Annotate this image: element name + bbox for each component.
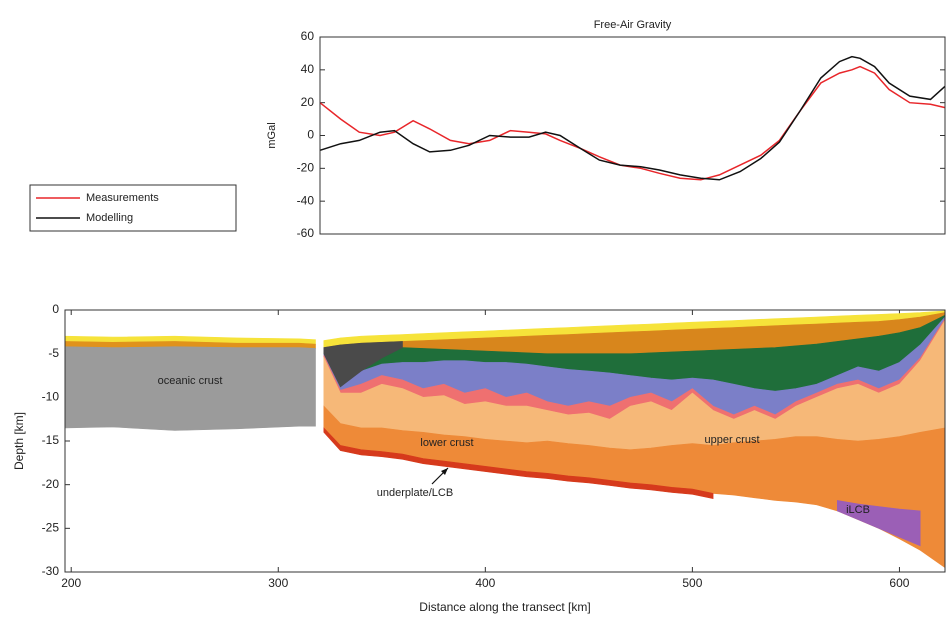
layer-label: lower crust	[420, 437, 473, 449]
label-arrowhead	[441, 468, 448, 475]
y-tick-label: 60	[301, 29, 315, 43]
x-tick-label: 400	[475, 576, 495, 590]
legend: Measurements Modelling	[29, 184, 237, 232]
y-tick-label: -20	[42, 477, 60, 491]
chart-title: Free-Air Gravity	[594, 19, 672, 31]
plot-frame	[64, 309, 946, 573]
y-tick-label: -30	[42, 564, 60, 578]
x-axis-label: Distance along the transect [km]	[419, 600, 590, 614]
plot-area	[319, 55, 946, 181]
y-tick-label: 20	[301, 95, 315, 109]
x-tick-label: 300	[268, 576, 288, 590]
y-tick-label: 0	[52, 302, 59, 316]
legend-label: Measurements	[86, 192, 159, 204]
layer	[65, 346, 316, 431]
legend-box	[29, 184, 237, 232]
y-tick-label: -10	[42, 390, 60, 404]
x-tick-label: 600	[889, 576, 909, 590]
legend-label: Modelling	[86, 212, 133, 224]
series-line	[319, 65, 946, 181]
x-tick-label: 500	[682, 576, 702, 590]
plot-frame	[319, 36, 946, 235]
layer-label: upper crust	[704, 434, 759, 446]
y-tick-label: -25	[42, 521, 60, 535]
y-tick-label: -20	[297, 161, 315, 175]
series-line	[319, 55, 946, 181]
y-tick-label: 40	[301, 62, 315, 76]
y-axis-label: Depth [km]	[12, 412, 26, 470]
y-tick-label: -15	[42, 433, 60, 447]
layer-label: iLCB	[846, 504, 870, 516]
x-tick-label: 200	[61, 576, 81, 590]
layer	[323, 427, 714, 499]
y-tick-label: -60	[297, 226, 315, 240]
layer-label: oceanic crust	[158, 375, 223, 387]
y-tick-label: -40	[297, 193, 315, 207]
layer	[837, 500, 921, 547]
y-tick-label: 0	[307, 128, 314, 142]
y-axis-label: mGal	[266, 122, 278, 148]
layer-label: underplate/LCB	[377, 487, 453, 499]
section-layers	[65, 310, 945, 568]
layer	[323, 341, 403, 388]
y-tick-label: -5	[48, 346, 59, 360]
